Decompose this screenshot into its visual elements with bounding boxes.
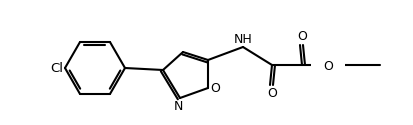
- Text: O: O: [322, 60, 332, 72]
- Text: O: O: [266, 87, 276, 100]
- Text: O: O: [297, 30, 306, 43]
- Text: Cl: Cl: [50, 62, 63, 74]
- Text: N: N: [173, 100, 182, 113]
- Text: NH: NH: [233, 33, 252, 46]
- Text: O: O: [209, 82, 219, 94]
